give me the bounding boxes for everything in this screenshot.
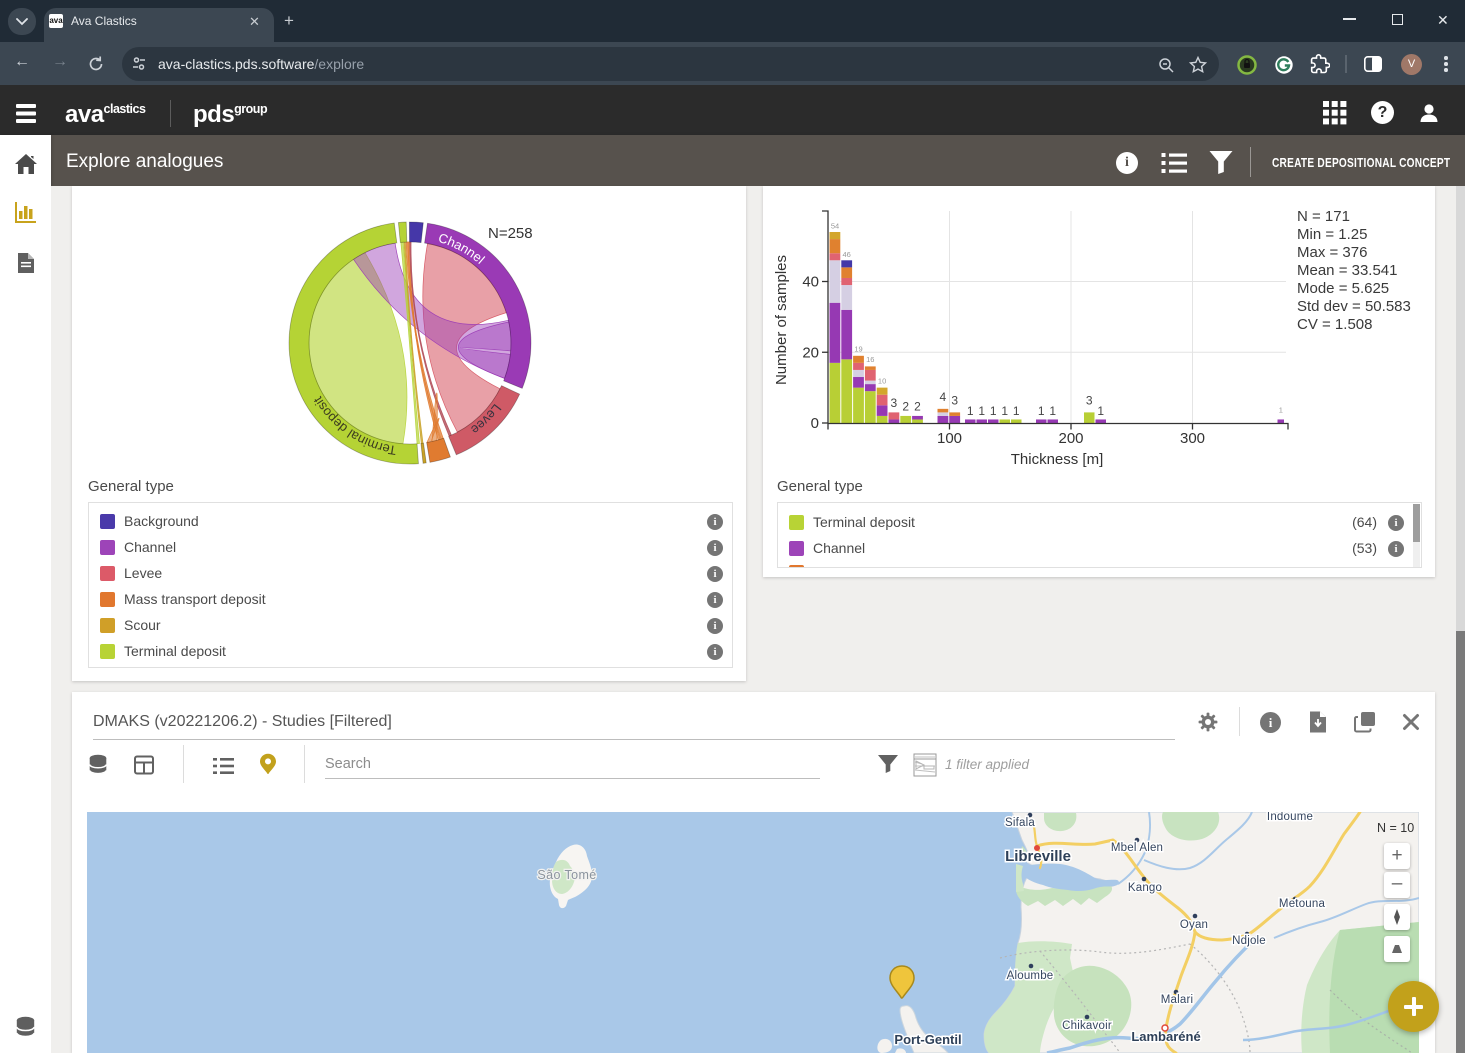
svg-text:40: 40 [802,274,819,291]
svg-text:1: 1 [1279,406,1283,415]
svg-text:1: 1 [978,404,985,418]
svg-text:10: 10 [878,376,886,385]
svg-text:São Tomé: São Tomé [537,868,596,882]
svg-text:2: 2 [914,400,921,414]
svg-text:1: 1 [1049,404,1056,418]
svg-text:1: 1 [1097,404,1104,418]
svg-text:Min = 1.25: Min = 1.25 [1297,226,1367,243]
svg-text:300: 300 [1180,430,1205,447]
svg-text:Libreville: Libreville [1005,848,1071,865]
svg-text:Ndjole: Ndjole [1232,935,1266,947]
svg-text:1: 1 [1038,404,1045,418]
svg-text:0: 0 [811,415,819,432]
svg-text:Mean = 33.541: Mean = 33.541 [1297,262,1398,279]
svg-text:Oyan: Oyan [1180,919,1208,931]
svg-text:1: 1 [1001,404,1008,418]
svg-text:200: 200 [1058,430,1083,447]
svg-text:Mode = 5.625: Mode = 5.625 [1297,280,1389,297]
svg-text:Mbel Alen: Mbel Alen [1111,842,1163,854]
svg-text:Lambaréné: Lambaréné [1131,1029,1200,1044]
svg-text:19: 19 [854,345,862,354]
svg-text:3: 3 [951,394,958,408]
svg-text:1: 1 [990,404,997,418]
svg-text:54: 54 [831,222,839,231]
svg-text:2: 2 [902,400,909,414]
svg-text:4: 4 [940,390,947,404]
svg-text:Sifala: Sifala [1005,817,1035,829]
svg-text:Std dev = 50.583: Std dev = 50.583 [1297,298,1411,315]
svg-text:Thickness [m]: Thickness [m] [1011,451,1104,468]
svg-text:Indoume: Indoume [1267,812,1313,823]
svg-text:Number of samples: Number of samples [773,255,790,385]
svg-text:Malari: Malari [1161,994,1194,1006]
svg-text:Aloumbe: Aloumbe [1007,970,1054,982]
svg-text:Kango: Kango [1128,882,1162,894]
svg-text:3: 3 [1086,394,1093,408]
svg-text:1: 1 [1013,404,1020,418]
svg-text:46: 46 [843,250,851,259]
svg-text:16: 16 [866,355,874,364]
svg-text:Metouna: Metouna [1279,898,1326,910]
svg-text:CV = 1.508: CV = 1.508 [1297,316,1372,333]
svg-text:3: 3 [891,396,898,410]
svg-text:Port-Gentil: Port-Gentil [894,1032,961,1047]
svg-text:Chikavoir: Chikavoir [1062,1020,1112,1032]
svg-text:1: 1 [967,404,974,418]
svg-text:20: 20 [802,344,819,361]
svg-text:N = 171: N = 171 [1297,208,1350,225]
svg-text:100: 100 [937,430,962,447]
svg-text:Max = 376: Max = 376 [1297,244,1367,261]
